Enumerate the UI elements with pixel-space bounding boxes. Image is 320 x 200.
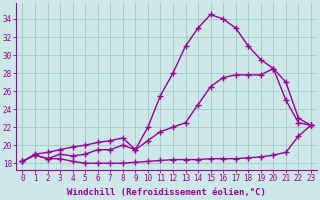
X-axis label: Windchill (Refroidissement éolien,°C): Windchill (Refroidissement éolien,°C) (67, 188, 266, 197)
